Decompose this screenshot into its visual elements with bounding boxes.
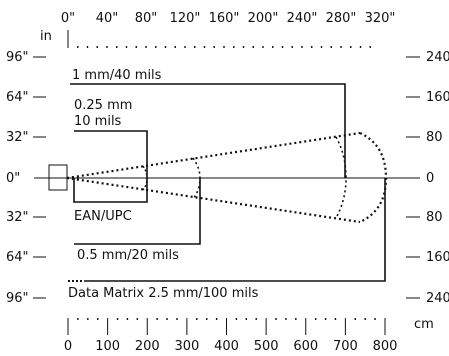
top-axis-tick-label: 320" (365, 11, 396, 26)
left-axis-tick-label: 0" (6, 171, 20, 186)
left-axis-tick-label: 32" (6, 130, 29, 145)
right-axis-tick-label: 160 (426, 90, 449, 105)
right-axis-tick-label: 240 (426, 50, 449, 65)
top-axis-ticks (77, 46, 371, 48)
right-axis-labels: 240 160 80 0 80 160 240 (406, 50, 449, 306)
left-axis-labels: 96" 64" 32" 0" 32" 64" 96" (6, 50, 46, 306)
label-ean-upc: EAN/UPC (74, 209, 132, 224)
range-bar-1mm-40mils (70, 83, 346, 178)
scan-cone-lower-edge (66, 176, 361, 224)
left-axis-tick-label: 32" (6, 210, 29, 225)
label-data-matrix: Data Matrix 2.5 mm/100 mils (68, 286, 259, 301)
top-axis-tick-label: 280" (326, 11, 357, 26)
scan-cone-upper-edge (66, 131, 361, 180)
left-axis-tick-label: 64" (6, 250, 29, 265)
top-axis-tick-label: 240" (287, 11, 318, 26)
bottom-axis-tick-label: 0 (64, 339, 72, 354)
bottom-axis-ticks (67, 318, 386, 335)
bottom-axis-tick-label: 300 (174, 339, 199, 354)
scan-cone-arc-200 (142, 165, 148, 191)
label-0.5mm-20mils: 0.5 mm/20 mils (77, 248, 179, 263)
right-axis-tick-label: 240 (426, 291, 449, 306)
left-axis-tick-label: 64" (6, 90, 29, 105)
label-0.25mm: 0.25 mm (74, 98, 132, 113)
bottom-axis-tick-label: 700 (333, 339, 358, 354)
top-axis-tick-label: 160" (209, 11, 240, 26)
bottom-axis-tick-label: 200 (135, 339, 160, 354)
right-axis-tick-label: 80 (426, 130, 443, 145)
bottom-axis-tick-label: 400 (214, 339, 239, 354)
right-axis-tick-label: 80 (426, 210, 443, 225)
left-axis-tick-label: 96" (6, 291, 29, 306)
top-axis-tick-label: 120" (170, 11, 201, 26)
right-axis-tick-label: 0 (426, 171, 434, 186)
bottom-axis-tick-label: 500 (254, 339, 279, 354)
range-bar-0.5mm-20mils (74, 178, 201, 245)
scan-cone-arc-335 (192, 157, 201, 200)
label-10mils: 10 mils (74, 114, 122, 129)
top-axis-tick-label: 0" (61, 11, 75, 26)
label-1mm-40mils: 1 mm/40 mils (72, 68, 162, 83)
bottom-axis-tick-label: 600 (293, 339, 318, 354)
left-axis-tick-label: 96" (6, 50, 29, 65)
range-bar-ean-upc (73, 178, 148, 203)
bottom-axis-unit: cm (414, 317, 434, 332)
top-axis-tick-label: 40" (96, 11, 119, 26)
top-axis-tick-label: 80" (135, 11, 158, 26)
top-axis-labels: 0" 40" 80" 120" 160" 200" 240" 280" 320" (61, 11, 396, 26)
scan-cone-far-arc (359, 132, 388, 223)
top-axis-tick-label: 200" (248, 11, 279, 26)
range-bar-0.25mm-10mils (74, 130, 148, 178)
bottom-axis-tick-label: 100 (95, 339, 120, 354)
bottom-axis-tick-label: 800 (373, 339, 398, 354)
bottom-axis-labels: 0 100 200 300 400 500 600 700 800 (64, 339, 398, 354)
right-axis-tick-label: 160 (426, 250, 449, 265)
top-axis-unit: in (40, 29, 52, 44)
range-bar-data-matrix (84, 178, 386, 282)
